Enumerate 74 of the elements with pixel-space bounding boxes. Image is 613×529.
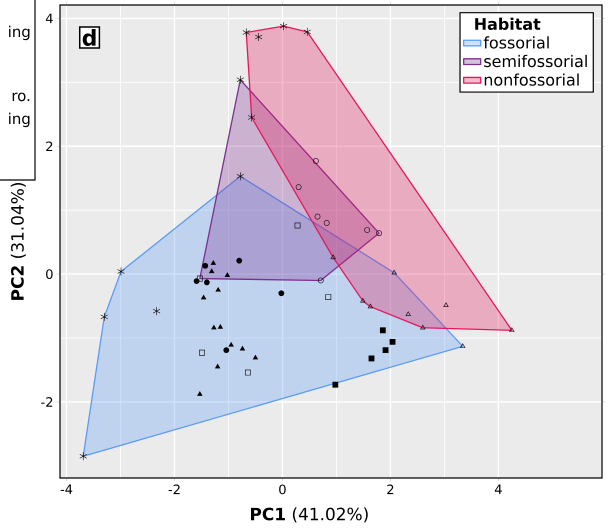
x-tick-label: 2 <box>387 484 394 494</box>
point <box>117 267 125 276</box>
point <box>224 272 230 277</box>
point <box>364 227 370 233</box>
point <box>278 290 284 296</box>
annotation: d <box>82 29 96 46</box>
point <box>236 258 242 264</box>
point <box>382 347 388 354</box>
x-tick-label: -2 <box>168 484 180 494</box>
point <box>368 356 374 362</box>
point <box>376 230 382 236</box>
point <box>194 278 200 284</box>
point <box>324 220 330 226</box>
point <box>332 382 338 388</box>
point <box>248 113 256 122</box>
point <box>100 312 108 322</box>
point <box>152 306 160 316</box>
point <box>79 452 87 461</box>
point <box>296 184 302 190</box>
point <box>197 391 202 396</box>
x-tick-label: 4 <box>494 484 502 494</box>
point <box>314 214 320 220</box>
y-tick-label: -2 <box>41 397 52 407</box>
x-tick-label: -4 <box>60 484 72 494</box>
point <box>392 270 397 274</box>
point <box>254 32 262 42</box>
x-axis-title: PC1 (41.02%) <box>250 507 368 522</box>
point <box>215 364 220 368</box>
point <box>318 278 324 284</box>
point <box>368 304 373 308</box>
point <box>240 346 246 350</box>
legend-title: Habitat <box>475 18 540 30</box>
point <box>406 311 411 316</box>
point <box>199 350 205 356</box>
point <box>294 222 300 228</box>
point <box>242 28 250 37</box>
point <box>330 254 336 260</box>
y-tick-label: 0 <box>46 269 53 279</box>
point <box>280 22 288 30</box>
point <box>209 268 214 274</box>
point <box>223 347 230 354</box>
point <box>420 324 426 330</box>
point <box>244 370 251 376</box>
y-axis-title: PC2 (31.04%) <box>10 183 26 300</box>
legend-label: fossorial <box>484 36 549 49</box>
legend-label: nonfossorial <box>484 73 579 86</box>
point <box>380 327 386 334</box>
legend-label: semifossorial <box>484 54 587 68</box>
point <box>204 280 210 286</box>
point <box>390 338 396 345</box>
point <box>252 354 258 360</box>
point <box>312 158 319 164</box>
text: ing <box>9 26 30 40</box>
point <box>196 276 203 282</box>
point <box>236 172 244 181</box>
point <box>202 262 208 269</box>
point <box>211 324 216 330</box>
text: ing <box>9 112 30 128</box>
point <box>460 343 466 348</box>
point <box>210 260 216 265</box>
point <box>228 342 234 347</box>
y-tick-label: 2 <box>46 141 52 152</box>
point <box>303 28 312 36</box>
point <box>218 324 223 329</box>
x-tick-label: 0 <box>279 484 286 494</box>
point <box>443 302 449 308</box>
point <box>325 294 332 300</box>
point <box>236 75 244 84</box>
point <box>360 298 366 303</box>
point <box>216 287 221 292</box>
y-tick-label: 4 <box>46 14 53 24</box>
text: ro. <box>12 92 30 102</box>
point <box>201 294 206 300</box>
point <box>509 327 514 332</box>
